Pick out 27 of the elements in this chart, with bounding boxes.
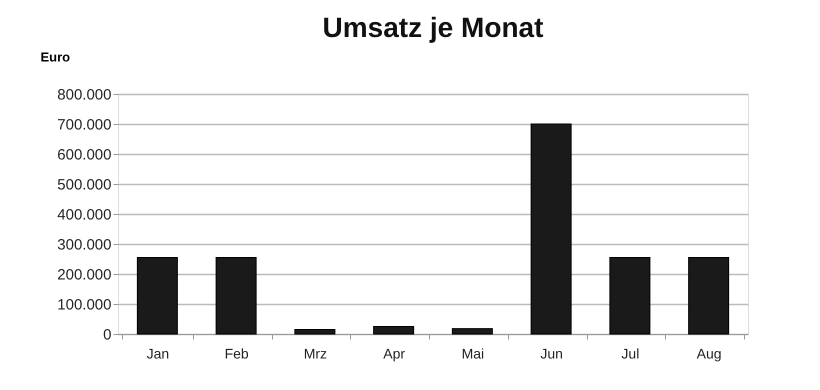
y-tick-label: 0 (103, 326, 112, 344)
bar (294, 329, 336, 334)
bar (609, 257, 650, 334)
y-tick-label: 700.000 (57, 116, 112, 134)
bar (530, 124, 572, 334)
x-tick-label: Apr (383, 346, 406, 362)
y-tick-label: 300.000 (57, 236, 112, 254)
y-tick-label: 400.000 (57, 206, 112, 224)
y-tick-label: 600.000 (57, 146, 112, 164)
bar (373, 326, 414, 334)
x-tick-label: Aug (696, 346, 722, 362)
chart-title: Umsatz je Monat (322, 12, 544, 43)
bar (136, 257, 178, 334)
bar (452, 328, 493, 334)
x-tick-label: Jul (621, 346, 640, 362)
x-tick-label: Jan (146, 346, 170, 362)
y-tick-label: 500.000 (57, 176, 112, 194)
x-tick-label: Feb (224, 346, 249, 362)
x-tick-label: Mai (462, 346, 484, 362)
y-tick-label: 100.000 (57, 296, 112, 314)
bar (688, 257, 730, 334)
y-axis-title: Euro (40, 50, 70, 64)
y-tick-label: 800.000 (57, 86, 112, 104)
bar (216, 257, 257, 334)
y-tick-label: 200.000 (57, 266, 112, 284)
x-tick-label: Jun (540, 346, 563, 362)
x-tick-label: Mrz (304, 346, 328, 362)
